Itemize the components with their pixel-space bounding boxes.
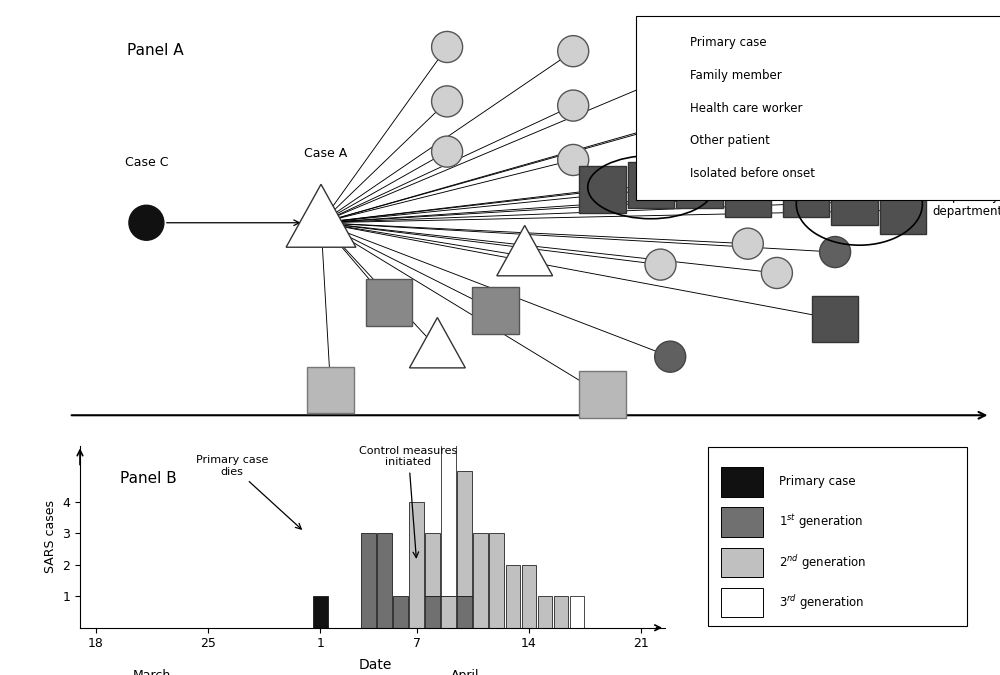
Ellipse shape <box>849 53 880 84</box>
Bar <box>425 596 440 628</box>
Text: 3$^{rd}$ generation: 3$^{rd}$ generation <box>779 593 864 612</box>
Bar <box>642 153 683 194</box>
Ellipse shape <box>649 62 676 89</box>
Bar <box>579 166 626 213</box>
Bar <box>393 596 408 628</box>
Bar <box>377 533 392 628</box>
Bar <box>721 547 763 576</box>
Bar <box>831 178 878 225</box>
Bar <box>409 502 424 628</box>
Ellipse shape <box>732 228 763 259</box>
Bar <box>721 508 763 537</box>
Ellipse shape <box>558 36 589 67</box>
Ellipse shape <box>693 44 725 75</box>
Bar <box>313 596 328 628</box>
Polygon shape <box>497 225 553 276</box>
Text: Primary case
dies: Primary case dies <box>196 456 301 529</box>
Bar <box>880 187 926 234</box>
Ellipse shape <box>655 341 686 372</box>
Bar <box>642 88 683 128</box>
Ellipse shape <box>761 257 792 288</box>
Text: Case C: Case C <box>125 157 168 169</box>
Bar <box>489 533 504 628</box>
Ellipse shape <box>645 249 676 280</box>
Text: Primary case: Primary case <box>690 36 766 49</box>
Text: Isolated before onset: Isolated before onset <box>690 167 815 180</box>
Bar <box>506 565 520 628</box>
Text: Health care worker: Health care worker <box>690 101 802 115</box>
Bar <box>457 470 472 596</box>
Bar <box>783 170 829 217</box>
Text: Emergency
department: Emergency department <box>728 159 799 186</box>
Bar <box>812 296 858 342</box>
Text: Date: Date <box>358 657 392 672</box>
Text: Respiratory
department: Respiratory department <box>932 190 1000 218</box>
Bar <box>307 367 354 414</box>
Ellipse shape <box>129 205 164 240</box>
Bar <box>473 533 488 628</box>
Text: 2$^{nd}$ generation: 2$^{nd}$ generation <box>779 553 866 572</box>
Ellipse shape <box>432 136 463 167</box>
Text: April: April <box>450 669 479 675</box>
Ellipse shape <box>820 236 851 267</box>
Text: March: March <box>133 669 171 675</box>
Bar <box>538 596 552 628</box>
FancyBboxPatch shape <box>708 448 967 626</box>
Bar <box>570 596 584 628</box>
Polygon shape <box>638 114 687 158</box>
Bar <box>721 588 763 617</box>
Text: Control measures
initiated: Control measures initiated <box>359 446 458 558</box>
Ellipse shape <box>649 29 676 57</box>
Ellipse shape <box>693 99 725 130</box>
Bar <box>721 467 763 497</box>
Ellipse shape <box>432 32 463 63</box>
Bar <box>361 533 376 628</box>
Text: Panel B: Panel B <box>120 470 177 485</box>
Text: 1$^{st}$ generation: 1$^{st}$ generation <box>779 513 863 531</box>
Ellipse shape <box>432 86 463 117</box>
Polygon shape <box>409 317 465 368</box>
Bar <box>522 565 536 628</box>
Bar <box>628 162 674 209</box>
Ellipse shape <box>558 144 589 176</box>
Bar <box>472 288 519 334</box>
Bar <box>725 170 771 217</box>
Bar <box>676 162 723 209</box>
Ellipse shape <box>558 90 589 121</box>
Bar <box>554 596 568 628</box>
Polygon shape <box>286 184 356 247</box>
Text: Case A: Case A <box>304 146 347 159</box>
Bar <box>457 596 472 628</box>
Bar <box>425 533 440 596</box>
Bar <box>441 439 456 596</box>
Y-axis label: SARS cases: SARS cases <box>44 500 57 573</box>
Text: Panel A: Panel A <box>127 43 184 58</box>
Bar <box>579 371 626 418</box>
Bar <box>441 596 456 628</box>
Text: Primary case: Primary case <box>779 475 856 489</box>
Bar <box>366 279 412 325</box>
Text: Other patient: Other patient <box>690 134 769 147</box>
Text: Family member: Family member <box>690 69 781 82</box>
FancyBboxPatch shape <box>636 16 1000 200</box>
